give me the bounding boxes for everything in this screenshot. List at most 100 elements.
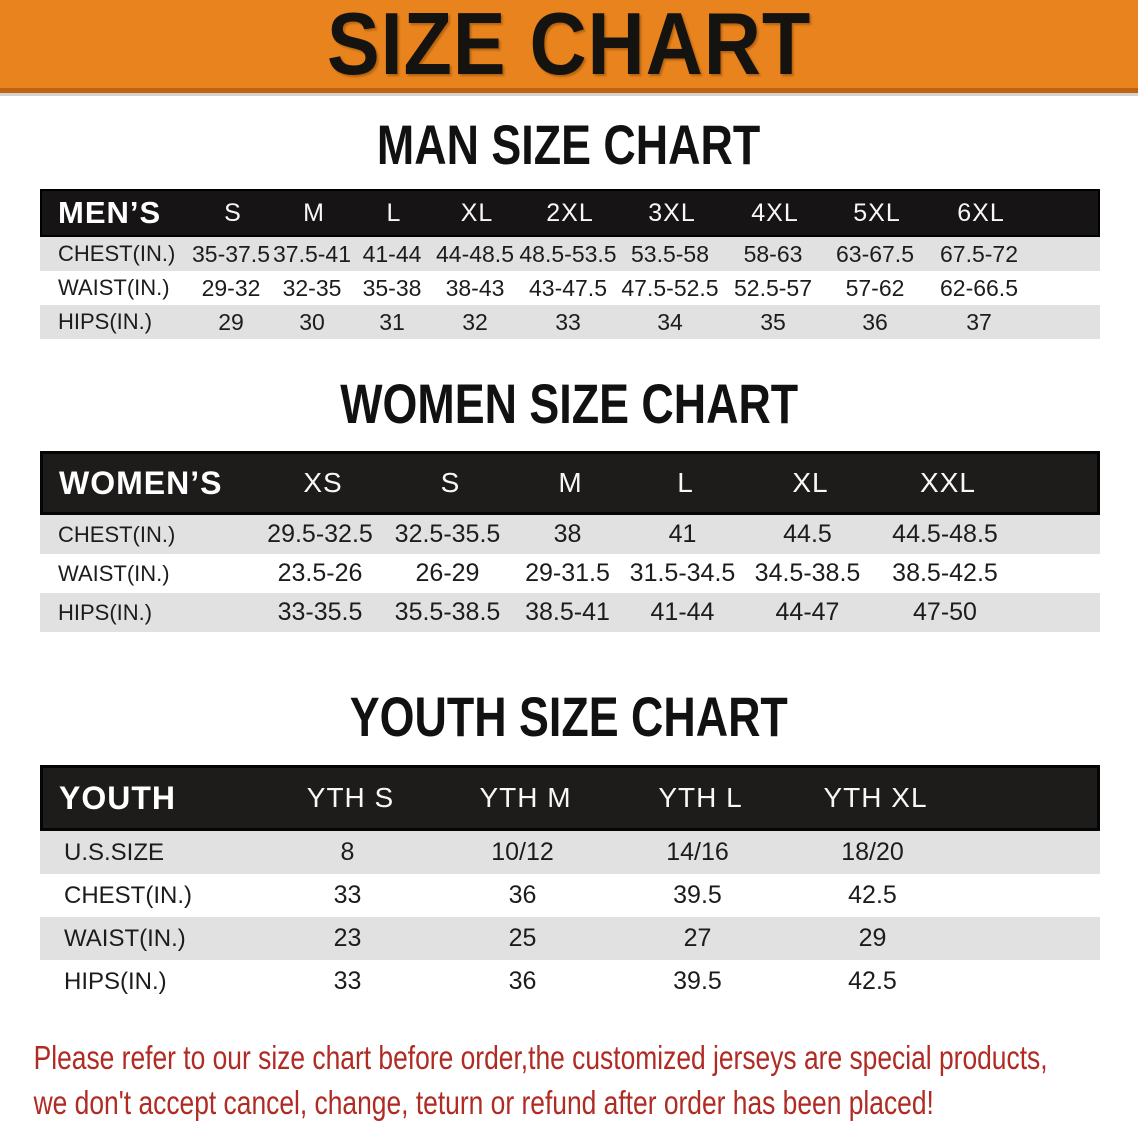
size-value: 18/20 bbox=[841, 838, 904, 866]
size-value: 39.5 bbox=[673, 967, 722, 995]
size-value: 47-50 bbox=[913, 598, 977, 626]
size-value: 35.5-38.5 bbox=[394, 598, 501, 626]
size-value: 41-44 bbox=[650, 598, 715, 626]
size-value: 38.5-42.5 bbox=[892, 559, 998, 587]
youth-size-header-xl: YTH XL bbox=[823, 782, 928, 813]
row-label: WAIST(IN.) bbox=[58, 560, 170, 586]
women-section-title: WOMEN SIZE CHART bbox=[0, 372, 1138, 435]
size-value: 14/16 bbox=[666, 838, 729, 866]
size-value: 36 bbox=[862, 308, 888, 335]
women-waist-row: WAIST(IN.) 23.5-26 26-29 29-31.5 31.5-34… bbox=[40, 554, 1100, 593]
size-value: 41 bbox=[668, 520, 697, 548]
men-size-header-4xl: 4XL bbox=[751, 198, 799, 227]
row-label: U.S.SIZE bbox=[64, 838, 165, 866]
size-value: 32-35 bbox=[282, 274, 342, 301]
size-value: 32 bbox=[462, 308, 488, 335]
size-value: 10/12 bbox=[491, 838, 554, 866]
row-label: WAIST(IN.) bbox=[64, 924, 186, 952]
men-chest-row: CHEST(IN.) 35-37.5 37.5-41 41-44 44-48.5… bbox=[40, 237, 1100, 271]
size-value: 32.5-35.5 bbox=[394, 520, 501, 548]
size-value: 34.5-38.5 bbox=[754, 559, 861, 587]
youth-waist-row: WAIST(IN.) 23 25 27 29 bbox=[40, 917, 1100, 960]
size-value: 23.5-26 bbox=[277, 559, 363, 587]
size-value: 31.5-34.5 bbox=[629, 559, 736, 587]
size-value: 58-63 bbox=[743, 240, 803, 267]
size-value: 23 bbox=[333, 924, 362, 952]
men-hips-row: HIPS(IN.) 29 30 31 32 33 34 35 36 37 bbox=[40, 305, 1100, 339]
size-value: 39.5 bbox=[673, 881, 722, 909]
size-value: 44.5 bbox=[783, 520, 832, 548]
size-value: 44.5-48.5 bbox=[892, 520, 998, 548]
size-value: 44-48.5 bbox=[435, 240, 514, 267]
size-value: 31 bbox=[379, 308, 405, 335]
size-value: 26-29 bbox=[415, 559, 480, 587]
men-size-header-s: S bbox=[224, 198, 242, 227]
women-table-header-label: WOMEN’S bbox=[59, 464, 223, 501]
women-section-title-text: WOMEN SIZE CHART bbox=[340, 372, 798, 435]
row-label: HIPS(IN.) bbox=[58, 309, 153, 334]
size-value: 44-47 bbox=[775, 598, 840, 626]
size-value: 30 bbox=[299, 308, 325, 335]
size-value: 42.5 bbox=[848, 881, 897, 909]
size-value: 67.5-72 bbox=[939, 240, 1018, 267]
women-size-header-s: S bbox=[440, 467, 461, 498]
men-table-header-row: MEN’S S M L XL 2XL 3XL 4XL 5XL 6XL bbox=[40, 189, 1100, 237]
size-value: 34 bbox=[657, 308, 683, 335]
size-value: 38 bbox=[553, 520, 582, 548]
row-label: CHEST(IN.) bbox=[58, 241, 176, 266]
size-value: 38-43 bbox=[445, 274, 505, 301]
men-size-header-xl: XL bbox=[460, 198, 494, 227]
youth-size-table: YOUTH YTH S YTH M YTH L YTH XL U.S.SIZE … bbox=[40, 765, 1100, 1003]
size-value: 63-67.5 bbox=[835, 240, 914, 267]
youth-section-title-text: YOUTH SIZE CHART bbox=[349, 685, 789, 748]
size-value: 25 bbox=[508, 924, 537, 952]
youth-chest-row: CHEST(IN.) 33 36 39.5 42.5 bbox=[40, 874, 1100, 917]
banner-title: SIZE CHART bbox=[326, 0, 812, 93]
row-label: WAIST(IN.) bbox=[58, 275, 170, 300]
footer-note-line-2: we don't accept cancel, change, teturn o… bbox=[33, 1084, 934, 1121]
youth-size-header-m: YTH M bbox=[479, 782, 572, 813]
size-value: 48.5-53.5 bbox=[519, 240, 617, 267]
men-size-header-3xl: 3XL bbox=[648, 198, 696, 227]
size-value: 35 bbox=[760, 308, 786, 335]
men-size-header-6xl: 6XL bbox=[957, 198, 1005, 227]
footer-note-line-1: Please refer to our size chart before or… bbox=[33, 1039, 1048, 1076]
women-size-header-l: L bbox=[677, 467, 694, 498]
size-value: 29 bbox=[218, 308, 244, 335]
size-value: 37 bbox=[966, 308, 992, 335]
size-value: 47.5-52.5 bbox=[621, 274, 719, 301]
size-value: 35-38 bbox=[362, 274, 422, 301]
size-value: 43-47.5 bbox=[528, 274, 607, 301]
size-value: 36 bbox=[508, 881, 537, 909]
men-size-header-m: M bbox=[303, 198, 325, 227]
size-value: 42.5 bbox=[848, 967, 897, 995]
men-size-header-5xl: 5XL bbox=[853, 198, 901, 227]
size-value: 52.5-57 bbox=[733, 274, 812, 301]
men-section-title: MAN SIZE CHART bbox=[0, 113, 1138, 176]
banner: SIZE CHART bbox=[0, 0, 1138, 93]
youth-hips-row: HIPS(IN.) 33 36 39.5 42.5 bbox=[40, 960, 1100, 1003]
size-value: 27 bbox=[683, 924, 712, 952]
row-label: CHEST(IN.) bbox=[64, 881, 192, 909]
men-size-header-2xl: 2XL bbox=[546, 198, 594, 227]
size-value: 33 bbox=[555, 308, 581, 335]
row-label: HIPS(IN.) bbox=[64, 967, 167, 995]
size-value: 33 bbox=[333, 881, 362, 909]
youth-size-header-s: YTH S bbox=[306, 782, 395, 813]
footer-note: Please refer to our size chart before or… bbox=[0, 1035, 1048, 1125]
men-size-table: MEN’S S M L XL 2XL 3XL 4XL 5XL 6XL CHEST… bbox=[40, 189, 1100, 339]
size-value: 36 bbox=[508, 967, 537, 995]
size-value: 62-66.5 bbox=[939, 274, 1018, 301]
women-hips-row: HIPS(IN.) 33-35.5 35.5-38.5 38.5-41 41-4… bbox=[40, 593, 1100, 632]
youth-ussize-row: U.S.SIZE 8 10/12 14/16 18/20 bbox=[40, 831, 1100, 874]
men-waist-row: WAIST(IN.) 29-32 32-35 35-38 38-43 43-47… bbox=[40, 271, 1100, 305]
size-value: 29-31.5 bbox=[525, 559, 610, 587]
size-value: 57-62 bbox=[845, 274, 905, 301]
size-value: 33 bbox=[333, 967, 362, 995]
women-size-header-xs: XS bbox=[303, 467, 343, 498]
men-section-title-text: MAN SIZE CHART bbox=[377, 113, 761, 176]
women-size-header-xxl: XXL bbox=[920, 467, 976, 498]
youth-table-header-row: YOUTH YTH S YTH M YTH L YTH XL bbox=[40, 765, 1100, 831]
women-table-header-row: WOMEN’S XS S M L XL XXL bbox=[40, 451, 1100, 515]
